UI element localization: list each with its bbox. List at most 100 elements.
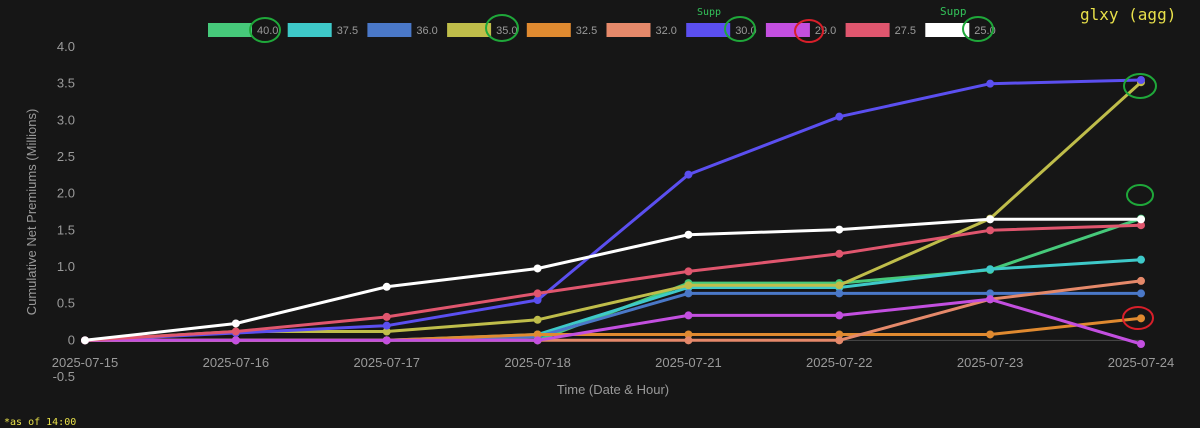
legend-label: 29.0 — [815, 25, 836, 37]
data-point — [835, 289, 844, 298]
data-point — [986, 226, 995, 235]
legend-note-30: Supp — [697, 7, 721, 18]
data-point — [1137, 76, 1145, 84]
data-point — [684, 230, 693, 239]
legend-label: 32.5 — [576, 25, 597, 37]
legend-item-36.0[interactable]: 36.0 — [367, 23, 438, 37]
legend-item-35.0[interactable]: 35.0 — [447, 23, 518, 37]
data-point — [382, 321, 391, 330]
data-point — [1137, 314, 1145, 323]
data-point — [533, 330, 542, 339]
legend-label: 37.5 — [337, 25, 358, 37]
data-point — [986, 289, 995, 298]
series-line — [83, 78, 1143, 342]
legend-swatch — [447, 23, 492, 37]
y-tick-label: 1.5 — [57, 222, 75, 237]
x-tick-label: 2025-07-18 — [504, 355, 571, 370]
annotation-circle — [1126, 184, 1154, 206]
data-point — [81, 336, 89, 345]
annotation-circle — [249, 17, 281, 43]
legend-swatch — [287, 23, 332, 37]
legend-item-40.0[interactable]: 40.0 — [208, 23, 278, 37]
data-point — [1137, 215, 1145, 224]
data-point — [684, 170, 693, 179]
series-line — [83, 217, 1143, 342]
legend-item-27.5[interactable]: 27.5 — [845, 23, 916, 37]
legend-swatch — [606, 23, 651, 37]
data-point — [382, 282, 391, 291]
legend-swatch — [925, 23, 970, 37]
data-point — [533, 296, 542, 304]
legend-swatch — [367, 23, 412, 37]
legend-swatch — [208, 23, 252, 37]
data-point — [533, 289, 542, 298]
data-point — [533, 336, 542, 345]
x-tick-label: 2025-07-21 — [655, 355, 722, 370]
annotation-circle — [1122, 306, 1154, 330]
legend-item-25.0[interactable]: 25.0 — [925, 23, 996, 37]
annotation-circle — [1123, 73, 1157, 99]
y-tick-label: 2.5 — [57, 149, 75, 164]
data-point — [986, 295, 995, 304]
bottom-left-note: *as of 14:00 — [4, 417, 76, 428]
legend-swatch — [845, 23, 890, 37]
legend-note-25: Supp — [940, 5, 967, 18]
legend-label: 35.0 — [496, 25, 517, 37]
top-right-note: glxy (agg) — [1080, 5, 1176, 24]
legend-swatch — [765, 23, 810, 37]
y-tick-label: 2.0 — [57, 186, 75, 201]
data-point — [986, 215, 995, 224]
legend-item-32.0[interactable]: 32.0 — [606, 23, 677, 37]
data-point — [231, 336, 240, 345]
series-35.0 — [81, 78, 1145, 345]
y-tick-label: 1.0 — [57, 259, 75, 274]
series-line — [83, 297, 1143, 346]
axes-layer: -0.5 0 0.5 1.0 1.5 2.0 2.5 3.0 3.5 4.0 2025-07-15 2… — [24, 39, 1174, 397]
data-point — [684, 336, 693, 345]
legend-item-29.0[interactable]: 29.0 — [765, 23, 836, 37]
legend-item-37.5[interactable]: 37.5 — [287, 23, 358, 37]
x-tick-label: 2025-07-22 — [806, 355, 873, 370]
data-point — [1137, 255, 1145, 264]
legend-item-30.0[interactable]: 30.0 — [686, 23, 757, 37]
data-point — [684, 311, 693, 320]
y-tick-label: 4.0 — [57, 39, 75, 54]
data-point — [382, 336, 391, 345]
legend-swatch — [526, 23, 571, 37]
data-point — [986, 265, 995, 274]
series-25.0 — [81, 215, 1145, 345]
annotation-circle — [485, 14, 519, 42]
y-tick-label: -0.5 — [53, 369, 75, 384]
legend-label: 32.0 — [656, 25, 677, 37]
data-point — [835, 225, 844, 234]
annotation-circle — [794, 19, 824, 43]
data-point — [1137, 340, 1145, 348]
data-point — [1137, 289, 1145, 298]
data-point — [231, 327, 240, 336]
data-point — [835, 311, 844, 320]
legend-label: 36.0 — [416, 25, 437, 37]
data-point — [684, 267, 693, 276]
data-point — [533, 264, 542, 273]
legend-label: 40.0 — [257, 25, 278, 37]
data-point — [382, 327, 391, 336]
y-axis-title: Cumulative Net Premiums (Millions) — [24, 109, 39, 316]
data-point — [835, 249, 844, 258]
x-tick-label: 2025-07-24 — [1108, 355, 1175, 370]
data-point — [835, 336, 844, 345]
legend-label: 30.0 — [735, 25, 756, 37]
y-tick-label: 0 — [68, 332, 75, 347]
data-point — [684, 330, 693, 339]
data-point — [835, 112, 844, 121]
legend-item-32.5[interactable]: 32.5 — [526, 23, 597, 37]
legend[interactable]: 40.0 37.5 36.0 35.0 32.5 32.0 30.0 29.0 27.5 25.0 — [208, 23, 996, 37]
series-line — [83, 223, 1143, 342]
series-36.0 — [81, 289, 1145, 345]
data-point — [231, 319, 240, 328]
handwritten-annotations: glxy (agg) *as of 14:00 Supp Supp — [4, 5, 1176, 428]
annotation-circles — [249, 14, 1157, 330]
legend-label: 25.0 — [974, 25, 995, 37]
series-27.5 — [81, 221, 1145, 345]
